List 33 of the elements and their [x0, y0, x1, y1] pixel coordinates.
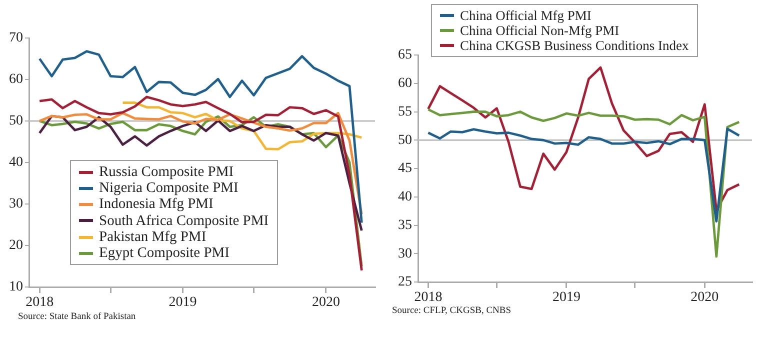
legend-label: Pakistan Mfg PMI — [98, 228, 208, 246]
y-tick-label: 65 — [398, 48, 412, 63]
legend-label: South Africa Composite PMI — [98, 212, 269, 229]
y-tick-label: 30 — [9, 196, 23, 212]
x-tick-label: 2018 — [414, 290, 442, 306]
y-tick-label: 60 — [9, 72, 23, 88]
x-tick-label: 2019 — [552, 290, 580, 306]
y-tick-label: 40 — [398, 190, 412, 205]
y-tick-label: 60 — [398, 76, 412, 92]
x-tick-label: 2020 — [312, 295, 340, 310]
y-tick-label: 25 — [398, 274, 412, 290]
y-tick-label: 35 — [398, 218, 412, 233]
legend-label: Egypt Composite PMI — [98, 245, 231, 262]
x-tick-label: 2019 — [168, 295, 197, 310]
y-tick-label: 40 — [9, 155, 23, 170]
x-tick-label: 2020 — [690, 290, 719, 306]
source-note: Source: State Bank of Pakistan — [18, 312, 136, 322]
y-tick-label: 50 — [398, 132, 412, 148]
source-note: Source: CFLP, CKGSB, CNBS — [392, 306, 512, 316]
y-tick-label: 20 — [9, 238, 23, 254]
legend-label: Russia Composite PMI — [98, 164, 235, 180]
legend-label: Nigeria Composite PMI — [98, 180, 240, 196]
y-tick-label: 30 — [398, 246, 412, 262]
legend-label: China Official Mfg PMI — [459, 8, 592, 24]
legend-label: Indonesia Mfg PMI — [98, 196, 214, 213]
legend-label: China CKGSB Business Conditions Index — [459, 38, 689, 54]
y-tick-label: 70 — [9, 30, 23, 46]
y-tick-label: 10 — [9, 280, 23, 295]
y-tick-label: 50 — [9, 114, 23, 129]
x-tick-label: 2018 — [26, 295, 54, 310]
y-tick-label: 55 — [398, 104, 412, 120]
legend-label: China Official Non-Mfg PMI — [459, 23, 620, 38]
y-tick-label: 45 — [398, 161, 412, 176]
